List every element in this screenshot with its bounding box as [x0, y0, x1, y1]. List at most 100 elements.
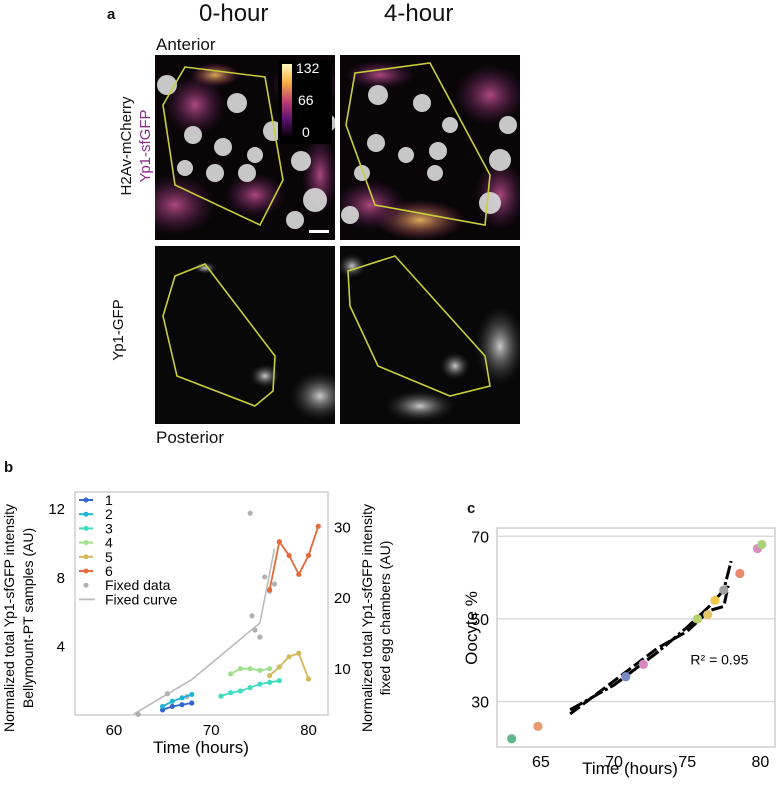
b-series-2-point [159, 703, 166, 710]
b-series-1-point [169, 703, 175, 710]
row2-label-yp1gfp: Yp1-GFP [110, 299, 127, 361]
b-legend-label-3: 3 [105, 520, 113, 536]
c-data-point [757, 539, 767, 550]
b-ytick-left-4: 4 [57, 638, 65, 655]
micrograph-4h-yp1gfp [340, 246, 520, 424]
c-data-point [638, 659, 648, 669]
colorbar-tick-mid: 66 [298, 92, 314, 108]
b-fixed-data-point [257, 634, 263, 640]
micrograph-0h-yp1gfp [155, 246, 335, 424]
b-legend-label-5: 5 [105, 549, 113, 565]
b-fixed-data-point [135, 711, 141, 717]
b-series-1-point [189, 700, 195, 706]
b-series-2-point [169, 698, 175, 704]
b-series-5-point [305, 676, 312, 682]
b-legend-marker-5 [83, 554, 89, 560]
b-series-3-point [228, 690, 234, 696]
b-series-4-point [267, 666, 273, 672]
colorbar-tick-min: 0 [302, 124, 310, 140]
c-data-point [735, 568, 745, 579]
b-legend-marker-6 [83, 568, 89, 574]
b-ylabel-right-line2: fixed egg chambers (AU) [377, 541, 393, 696]
b-xtick-80: 80 [300, 722, 317, 739]
row1-label-h2av: H2Av-mCherry [118, 96, 135, 196]
b-series-4-point [257, 667, 263, 673]
b-series-2-point [189, 691, 195, 698]
b-series-5-point [276, 664, 282, 670]
b-series-6-point [296, 571, 302, 577]
b-series-6-point [276, 539, 282, 545]
b-series-4-point [247, 666, 253, 672]
c-ylabel: Oocyte % [462, 591, 481, 665]
c-fit-curve [569, 560, 733, 712]
c-data-point [692, 614, 703, 624]
c-ytick-30: 30 [471, 695, 489, 712]
c-xtick-70: 70 [605, 754, 623, 771]
b-plot-frame [74, 491, 329, 716]
b-fixed-data-point [247, 510, 253, 516]
column-title-4h: 4-hour [384, 0, 454, 27]
b-legend-marker-4 [83, 540, 89, 546]
b-fixed-data-point [249, 613, 255, 619]
b-ylabel-right-line1: Normalized total Yp1-sfGFP intensity [359, 504, 375, 732]
panel-a-letter: a [107, 6, 116, 23]
b-fixed-data-point [262, 574, 268, 580]
c-data-point [719, 585, 729, 595]
b-series-6-point [286, 552, 292, 559]
b-fixed-data-point [164, 691, 171, 697]
b-legend-marker-fixed-data [83, 582, 89, 588]
panel-b-letter: b [4, 459, 14, 476]
c-plot-frame [496, 527, 776, 748]
c-r2-annotation: R² = 0.95 [690, 651, 748, 667]
c-data-point [710, 595, 720, 605]
b-legend-label-2: 2 [105, 506, 113, 522]
c-ytick-50: 50 [471, 612, 489, 629]
b-series-6-point [315, 523, 321, 529]
chart-b: Normalized total Yp1-sfGFP intensity Bel… [1, 491, 393, 757]
b-series-2-point [179, 695, 185, 701]
b-series-3-point [257, 681, 263, 687]
b-legend-label-fixed-data: Fixed data [105, 577, 171, 593]
b-series-4-point [228, 671, 234, 677]
b-fixed-data-point [271, 581, 278, 587]
b-fixed-curve-line [132, 548, 276, 715]
b-series-3-point [276, 678, 282, 684]
b-ytick-left-12: 12 [48, 501, 65, 518]
c-data-point [621, 672, 631, 682]
c-xlabel: Time (hours) [582, 759, 678, 778]
b-legend-marker-2 [83, 511, 89, 517]
b-legend-label-1: 1 [105, 492, 113, 508]
b-ytick-right-10: 10 [334, 661, 351, 678]
c-xtick-80: 80 [751, 754, 769, 771]
b-series-5-point [296, 650, 302, 656]
column-title-0h: 0-hour [199, 0, 269, 27]
b-xtick-60: 60 [106, 722, 123, 739]
b-legend-label-fixed-curve: Fixed curve [105, 591, 178, 607]
row1-label-yp1: Yp1-sfGFP [137, 109, 154, 183]
c-data-point [533, 721, 543, 731]
b-series-3-point [267, 679, 273, 686]
c-xtick-65: 65 [532, 754, 550, 771]
b-series-3-point [218, 693, 224, 699]
anterior-label: Anterior [156, 35, 216, 54]
c-ytick-70: 70 [471, 529, 489, 546]
b-series-4-point [237, 666, 244, 672]
b-legend-label-4: 4 [105, 535, 113, 551]
b-ytick-right-20: 20 [334, 590, 351, 607]
c-data-point [703, 610, 713, 620]
b-series-2-line [162, 693, 193, 708]
colorbar-box: 132 66 0 [278, 60, 332, 144]
colorbar-gradient [282, 64, 292, 138]
b-legend-label-6: 6 [105, 563, 113, 579]
b-ylabel-left-line1: Normalized total Yp1-sfGFP intensity [1, 504, 17, 732]
c-xtick-75: 75 [678, 754, 696, 771]
panel-c-letter: c [467, 500, 476, 517]
b-xtick-70: 70 [203, 722, 220, 739]
b-fixed-data-point [252, 627, 258, 633]
b-series-6-point [267, 587, 273, 593]
colorbar-tick-max: 132 [296, 60, 320, 76]
b-series-5-point [286, 654, 292, 660]
b-ytick-left-8: 8 [57, 570, 65, 587]
b-series-5-point [267, 672, 273, 679]
posterior-label: Posterior [156, 428, 225, 447]
